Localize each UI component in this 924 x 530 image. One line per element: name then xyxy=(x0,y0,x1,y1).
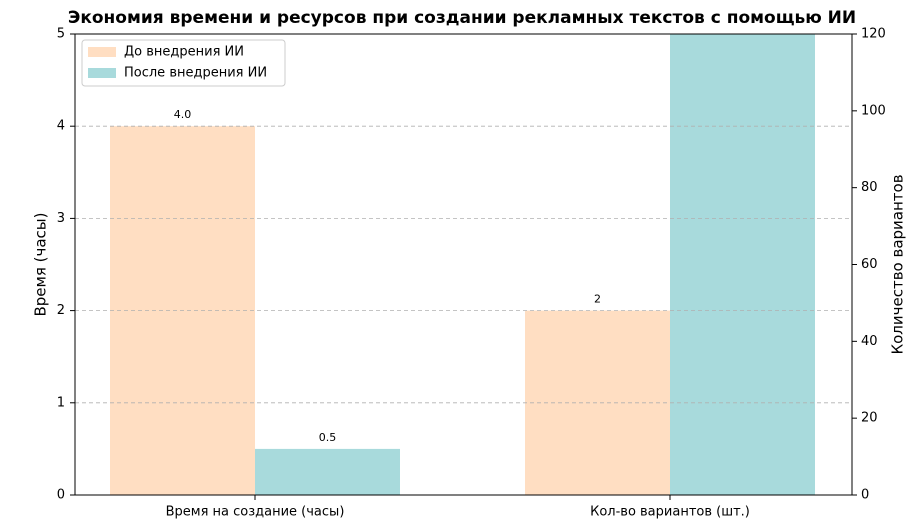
y-tick-label: 3 xyxy=(57,211,65,226)
legend-label: После внедрения ИИ xyxy=(124,66,267,81)
x-tick-label: Время на создание (часы) xyxy=(166,505,345,520)
y2-tick-label: 120 xyxy=(861,27,886,42)
y2-tick-label: 100 xyxy=(861,103,886,118)
y-axis-label: Время (часы) xyxy=(32,213,50,317)
plot-area xyxy=(110,34,815,495)
y2-tick-label: 20 xyxy=(861,411,878,426)
y2-tick-label: 40 xyxy=(861,334,878,349)
plot-frame xyxy=(74,33,853,496)
y2-tick-label: 80 xyxy=(861,180,878,195)
legend-box xyxy=(81,39,286,87)
value-label: 0.5 xyxy=(319,431,337,444)
y-tick-label: 2 xyxy=(57,303,65,318)
value-label: 2 xyxy=(594,293,601,306)
y2-tick-label: 60 xyxy=(861,257,878,272)
y-tick-label: 5 xyxy=(57,27,65,42)
y-tick-label: 4 xyxy=(57,119,65,134)
legend-swatch xyxy=(88,68,116,78)
bar xyxy=(670,34,815,495)
x-tick-label: Кол-во вариантов (шт.) xyxy=(590,505,750,520)
bar xyxy=(255,448,400,495)
legend-label: До внедрения ИИ xyxy=(124,45,244,60)
y-tick-label: 1 xyxy=(57,395,65,410)
y2-tick-label: 0 xyxy=(861,488,869,503)
y-tick-label: 0 xyxy=(57,488,65,503)
chart-title: Экономия времени и ресурсов при создании… xyxy=(68,8,856,28)
legend-swatch xyxy=(88,47,116,57)
value-label: 4.0 xyxy=(174,108,192,121)
y2-axis-label: Количество вариантов xyxy=(889,174,907,354)
